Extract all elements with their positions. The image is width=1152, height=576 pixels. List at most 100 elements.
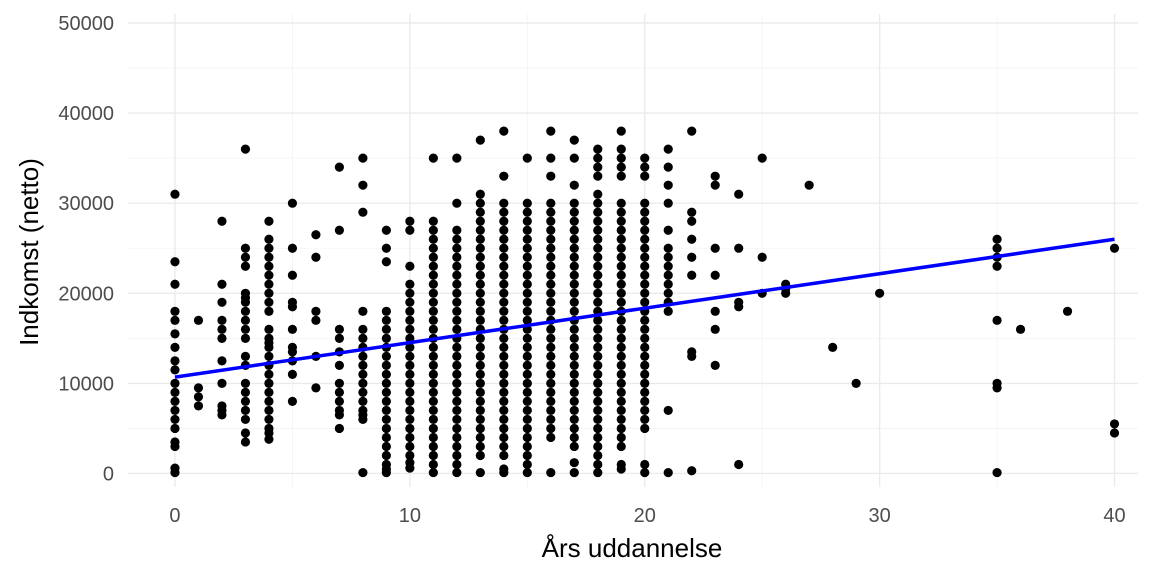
data-point	[569, 288, 579, 298]
y-tick-label: 50000	[58, 13, 114, 35]
data-point	[475, 432, 485, 443]
data-point	[522, 315, 532, 325]
data-point	[358, 387, 368, 397]
data-point	[405, 279, 415, 289]
data-point	[616, 252, 626, 262]
data-point	[334, 324, 344, 334]
data-point	[640, 252, 650, 262]
data-point	[593, 243, 603, 253]
data-point	[428, 324, 438, 334]
data-point	[405, 441, 415, 452]
data-point	[687, 252, 697, 262]
data-point	[428, 243, 438, 253]
data-point	[170, 189, 180, 199]
data-point	[616, 396, 626, 407]
data-point	[452, 243, 462, 253]
data-point	[593, 207, 603, 217]
data-point	[593, 333, 603, 343]
data-point	[710, 171, 720, 181]
data-point	[569, 207, 579, 217]
data-point	[522, 261, 532, 271]
data-point	[499, 396, 509, 407]
data-point	[992, 243, 1002, 253]
data-point	[264, 252, 274, 262]
data-point	[569, 432, 579, 443]
data-point	[616, 162, 626, 172]
data-point	[452, 369, 462, 379]
data-point	[546, 405, 556, 416]
data-point	[1015, 324, 1026, 334]
data-point	[640, 342, 650, 352]
data-point	[616, 369, 626, 379]
data-point	[170, 257, 180, 267]
data-point	[757, 252, 767, 262]
data-point	[992, 315, 1002, 325]
data-point	[593, 297, 603, 307]
data-point	[405, 405, 415, 416]
data-point	[687, 216, 697, 226]
data-point	[616, 126, 626, 136]
data-point	[499, 171, 509, 181]
data-point	[546, 333, 556, 343]
data-point	[663, 243, 673, 253]
data-point	[475, 297, 485, 307]
data-point	[405, 315, 415, 325]
data-point	[593, 387, 603, 397]
data-point	[452, 378, 462, 388]
data-point	[264, 428, 274, 438]
data-point	[452, 387, 462, 397]
data-point	[334, 387, 344, 397]
data-point	[640, 324, 650, 334]
data-point	[663, 198, 673, 208]
data-point	[452, 225, 462, 235]
data-point	[405, 351, 415, 361]
x-tick-label: 20	[634, 505, 656, 527]
data-point	[287, 396, 298, 407]
data-point	[499, 369, 509, 379]
data-point	[358, 324, 368, 334]
data-point	[428, 450, 438, 461]
data-point	[170, 279, 180, 289]
data-point	[381, 306, 391, 316]
data-point	[405, 423, 415, 434]
data-point	[475, 243, 485, 253]
data-point	[593, 225, 603, 235]
data-point	[593, 360, 603, 370]
data-point	[428, 378, 438, 388]
data-point	[170, 423, 180, 434]
data-point	[616, 225, 626, 235]
data-point	[358, 360, 368, 370]
data-point	[546, 396, 556, 407]
data-point	[522, 369, 532, 379]
data-point	[593, 432, 603, 443]
data-point	[546, 432, 556, 443]
data-point	[499, 450, 509, 461]
data-point	[569, 369, 579, 379]
data-point	[499, 378, 509, 388]
data-point	[381, 333, 391, 343]
data-point	[569, 297, 579, 307]
data-point	[475, 450, 485, 461]
data-point	[640, 369, 650, 379]
data-point	[358, 207, 368, 217]
data-point	[358, 414, 368, 425]
data-point	[475, 423, 485, 434]
data-point	[334, 162, 344, 172]
data-point	[499, 126, 509, 136]
y-tick-label: 30000	[58, 193, 114, 215]
data-point	[640, 387, 650, 397]
data-point	[546, 378, 556, 388]
data-point	[546, 207, 556, 217]
data-point	[264, 434, 274, 444]
data-point	[593, 162, 603, 172]
data-point	[593, 315, 603, 325]
data-point	[522, 216, 532, 226]
data-point	[569, 225, 579, 235]
data-point	[170, 414, 180, 425]
y-tick-label: 10000	[58, 373, 114, 395]
data-point	[287, 347, 298, 357]
data-point	[428, 459, 438, 470]
data-point	[522, 450, 532, 461]
data-point	[405, 342, 415, 352]
data-point	[640, 261, 650, 271]
